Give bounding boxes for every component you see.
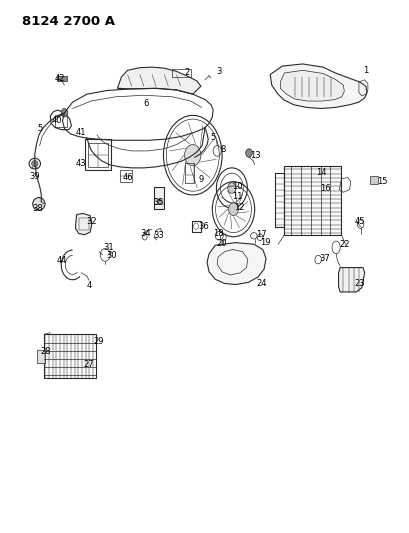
Text: 30: 30 — [106, 252, 117, 261]
Text: 27: 27 — [83, 360, 94, 369]
Polygon shape — [207, 243, 265, 285]
Text: 39: 39 — [29, 172, 40, 181]
Polygon shape — [75, 214, 92, 235]
Ellipse shape — [227, 183, 235, 193]
Ellipse shape — [228, 203, 238, 216]
Bar — [85, 139, 111, 170]
Text: 40: 40 — [52, 116, 62, 125]
Text: 35: 35 — [153, 198, 164, 207]
Text: 45: 45 — [354, 217, 364, 226]
Text: 28: 28 — [41, 347, 52, 356]
Text: 42: 42 — [54, 74, 65, 83]
Bar — [37, 350, 45, 363]
Text: 23: 23 — [353, 279, 364, 288]
Text: 11: 11 — [232, 192, 242, 201]
Ellipse shape — [31, 160, 38, 167]
Text: 6: 6 — [143, 99, 148, 108]
Text: 12: 12 — [234, 203, 244, 212]
Bar — [154, 187, 164, 209]
Ellipse shape — [157, 199, 161, 205]
Text: 2: 2 — [184, 68, 189, 77]
Bar — [44, 334, 96, 378]
Text: 32: 32 — [86, 217, 97, 226]
Text: 24: 24 — [256, 279, 267, 288]
Text: 16: 16 — [319, 184, 330, 193]
Ellipse shape — [61, 109, 67, 117]
Text: 41: 41 — [75, 128, 86, 137]
Text: 34: 34 — [140, 229, 151, 238]
Text: 36: 36 — [198, 222, 208, 231]
Ellipse shape — [33, 198, 45, 211]
Text: 14: 14 — [315, 167, 326, 176]
Text: 22: 22 — [338, 240, 348, 249]
Text: 31: 31 — [103, 244, 114, 253]
Text: 15: 15 — [376, 177, 387, 186]
Text: 19: 19 — [259, 238, 270, 247]
Text: 13: 13 — [250, 151, 261, 160]
Text: 17: 17 — [255, 230, 266, 239]
Bar — [172, 69, 190, 77]
Text: 37: 37 — [318, 254, 329, 263]
Text: 46: 46 — [122, 173, 133, 182]
Ellipse shape — [245, 149, 252, 157]
Bar — [56, 76, 66, 81]
Text: 5: 5 — [210, 133, 215, 142]
Bar — [191, 221, 200, 231]
Text: 9: 9 — [198, 174, 203, 183]
Text: 18: 18 — [213, 229, 223, 238]
Bar — [55, 115, 67, 126]
Text: 10: 10 — [232, 182, 242, 191]
Polygon shape — [280, 70, 344, 101]
Bar — [275, 173, 284, 227]
Bar — [88, 143, 108, 167]
Text: 8: 8 — [220, 146, 225, 155]
Text: 43: 43 — [75, 159, 86, 167]
Polygon shape — [270, 64, 366, 109]
Polygon shape — [338, 268, 364, 292]
Text: 38: 38 — [33, 204, 43, 213]
Text: 20: 20 — [216, 239, 227, 248]
Text: 33: 33 — [153, 231, 164, 240]
Polygon shape — [117, 67, 200, 94]
Bar — [120, 170, 131, 182]
Text: 1: 1 — [362, 66, 368, 75]
Text: 44: 44 — [56, 256, 67, 265]
Text: 29: 29 — [94, 337, 104, 346]
Bar — [369, 176, 377, 184]
Text: 5: 5 — [37, 124, 43, 133]
Text: 3: 3 — [216, 67, 221, 76]
Text: 4: 4 — [86, 280, 91, 289]
Bar — [184, 163, 193, 183]
Text: 8124 2700 A: 8124 2700 A — [22, 14, 115, 28]
Ellipse shape — [184, 144, 200, 166]
Bar — [79, 217, 88, 230]
Bar — [284, 166, 341, 235]
